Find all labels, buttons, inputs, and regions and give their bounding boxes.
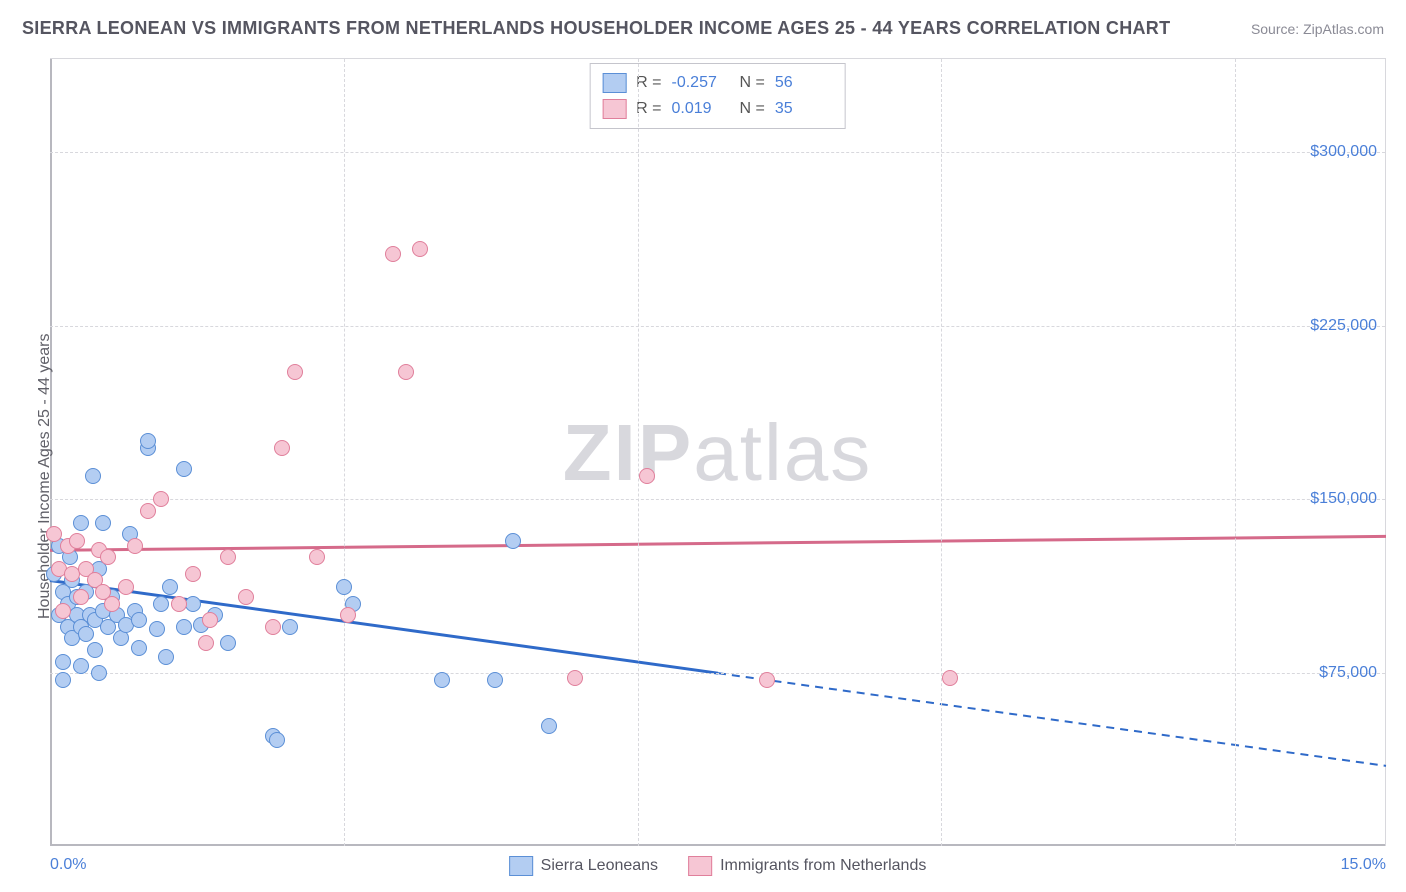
data-point: [73, 515, 89, 531]
data-point: [282, 619, 298, 635]
data-point: [340, 607, 356, 623]
data-point: [176, 619, 192, 635]
x-tick-label: 15.0%: [1341, 856, 1386, 874]
series-name-1: Sierra Leoneans: [541, 857, 658, 875]
data-point: [238, 589, 254, 605]
r-label: R =: [636, 74, 661, 92]
legend-swatch-2b: [688, 856, 712, 876]
data-point: [434, 672, 450, 688]
data-point: [759, 672, 775, 688]
gridline-v: [344, 59, 345, 846]
legend-swatch-1b: [509, 856, 533, 876]
legend-item-1: Sierra Leoneans: [509, 856, 658, 876]
x-axis: [50, 844, 1385, 846]
data-point: [220, 635, 236, 651]
series-name-2: Immigrants from Netherlands: [720, 857, 926, 875]
data-point: [220, 549, 236, 565]
data-point: [269, 732, 285, 748]
legend-row-series-2: R = 0.019 N = 35: [602, 96, 833, 122]
legend-item-2: Immigrants from Netherlands: [688, 856, 926, 876]
data-point: [131, 640, 147, 656]
data-point: [55, 672, 71, 688]
correlation-legend: R = -0.257 N = 56 R = 0.019 N = 35: [589, 63, 846, 129]
y-tick-label: $150,000: [1310, 490, 1377, 508]
data-point: [113, 630, 129, 646]
gridline-v: [1235, 59, 1236, 846]
legend-swatch-2: [602, 99, 626, 119]
data-point: [73, 658, 89, 674]
series-legend: Sierra Leoneans Immigrants from Netherla…: [509, 856, 927, 876]
data-point: [153, 596, 169, 612]
data-point: [287, 364, 303, 380]
data-point: [274, 440, 290, 456]
data-point: [567, 670, 583, 686]
data-point: [942, 670, 958, 686]
gridline-h: [50, 152, 1385, 153]
data-point: [140, 503, 156, 519]
data-point: [639, 468, 655, 484]
data-point: [78, 626, 94, 642]
watermark: ZIPatlas: [563, 407, 872, 499]
r-value-1: -0.257: [672, 74, 730, 92]
y-tick-label: $75,000: [1319, 664, 1377, 682]
n-label: N =: [740, 100, 765, 118]
data-point: [87, 642, 103, 658]
data-point: [73, 589, 89, 605]
data-point: [91, 665, 107, 681]
data-point: [398, 364, 414, 380]
data-point: [153, 491, 169, 507]
data-point: [309, 549, 325, 565]
data-point: [46, 526, 62, 542]
r-label: R =: [636, 100, 661, 118]
data-point: [171, 596, 187, 612]
n-label: N =: [740, 74, 765, 92]
data-point: [69, 533, 85, 549]
gridline-h: [50, 673, 1385, 674]
data-point: [265, 619, 281, 635]
legend-row-series-1: R = -0.257 N = 56: [602, 70, 833, 96]
data-point: [55, 603, 71, 619]
y-tick-label: $300,000: [1310, 143, 1377, 161]
chart-title: SIERRA LEONEAN VS IMMIGRANTS FROM NETHER…: [22, 18, 1170, 39]
n-value-2: 35: [775, 100, 833, 118]
data-point: [198, 635, 214, 651]
data-point: [385, 246, 401, 262]
data-point: [336, 579, 352, 595]
data-point: [55, 654, 71, 670]
data-point: [202, 612, 218, 628]
data-point: [162, 579, 178, 595]
gridline-h: [50, 499, 1385, 500]
data-point: [104, 596, 120, 612]
gridline-v: [941, 59, 942, 846]
regression-lines: [50, 59, 1385, 846]
data-point: [176, 461, 192, 477]
n-value-1: 56: [775, 74, 833, 92]
data-point: [85, 468, 101, 484]
source-label: Source: ZipAtlas.com: [1251, 21, 1384, 37]
data-point: [131, 612, 147, 628]
chart-area: ZIPatlas Householder Income Ages 25 - 44…: [50, 58, 1386, 846]
gridline-v: [638, 59, 639, 846]
legend-swatch-1: [602, 73, 626, 93]
data-point: [541, 718, 557, 734]
data-point: [412, 241, 428, 257]
data-point: [127, 538, 143, 554]
gridline-h: [50, 326, 1385, 327]
data-point: [118, 579, 134, 595]
data-point: [158, 649, 174, 665]
data-point: [100, 549, 116, 565]
data-point: [95, 515, 111, 531]
y-tick-label: $225,000: [1310, 317, 1377, 335]
r-value-2: 0.019: [672, 100, 730, 118]
data-point: [487, 672, 503, 688]
data-point: [149, 621, 165, 637]
data-point: [185, 566, 201, 582]
data-point: [140, 433, 156, 449]
x-tick-label: 0.0%: [50, 856, 86, 874]
data-point: [505, 533, 521, 549]
